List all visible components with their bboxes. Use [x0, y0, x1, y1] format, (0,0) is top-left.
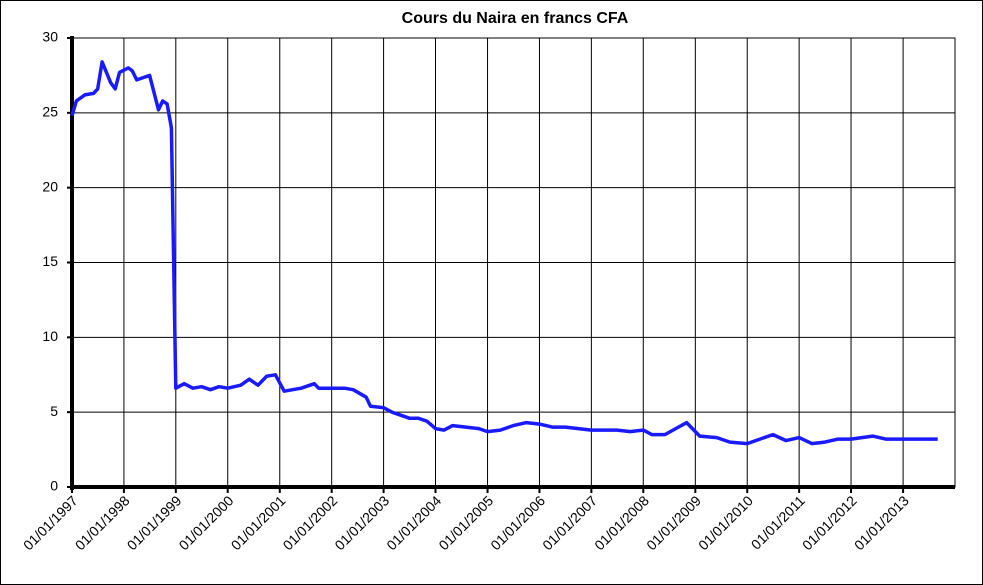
- y-tick-label: 0: [50, 478, 58, 494]
- y-tick-label: 15: [42, 253, 58, 269]
- data-line: [70, 60, 938, 446]
- y-tick-label: 10: [42, 328, 58, 344]
- y-tick-label: 5: [50, 403, 58, 419]
- y-tick-label: 25: [42, 104, 58, 120]
- y-tick-label: 20: [42, 178, 58, 194]
- y-tick-label: 30: [42, 29, 58, 45]
- chart-title: Cours du Naira en francs CFA: [402, 10, 629, 27]
